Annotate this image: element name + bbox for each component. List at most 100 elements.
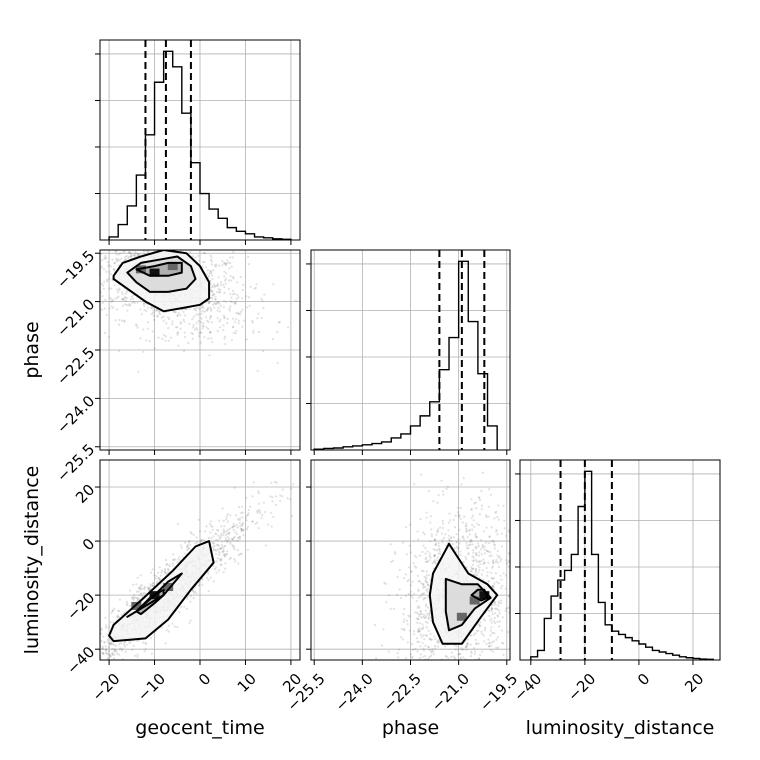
scatter-point xyxy=(124,245,126,247)
scatter-point xyxy=(99,675,101,677)
scatter-point xyxy=(135,243,137,245)
y-tick-label: −25.5 xyxy=(53,440,98,485)
scatter-point xyxy=(207,274,210,277)
scatter-point xyxy=(478,576,481,579)
scatter-point xyxy=(212,548,216,551)
scatter-point xyxy=(157,247,159,249)
scatter-point xyxy=(113,268,116,271)
scatter-point xyxy=(233,302,236,305)
scatter-point xyxy=(232,528,235,532)
scatter-point xyxy=(108,287,111,290)
scatter-point xyxy=(241,522,245,525)
scatter-point xyxy=(101,647,104,651)
contour-line xyxy=(135,588,165,616)
scatter-point xyxy=(492,561,495,564)
scatter-point xyxy=(166,241,168,243)
scatter-point xyxy=(225,530,228,533)
scatter-point xyxy=(231,537,234,541)
scatter-point xyxy=(162,319,165,322)
scatter-point xyxy=(213,544,216,548)
scatter-point xyxy=(469,655,473,658)
scatter-point xyxy=(221,507,224,510)
scatter-point xyxy=(215,532,218,535)
density-peak xyxy=(167,262,178,271)
scatter-point xyxy=(159,225,161,227)
scatter-point xyxy=(450,651,454,654)
scatter-point xyxy=(494,607,497,610)
scatter-point xyxy=(466,642,469,645)
scatter-point xyxy=(207,320,210,324)
scatter-point xyxy=(427,490,430,493)
scatter-point xyxy=(141,229,143,231)
scatter-point xyxy=(53,685,55,687)
scatter-point xyxy=(93,640,95,642)
scatter-point xyxy=(152,318,156,322)
scatter-point xyxy=(486,687,488,689)
scatter-point xyxy=(113,653,116,656)
scatter-point xyxy=(232,536,235,539)
scatter-point xyxy=(437,542,440,545)
scatter-point xyxy=(120,291,124,294)
scatter-point xyxy=(95,646,97,648)
scatter-point xyxy=(202,322,205,325)
scatter-point xyxy=(201,304,204,307)
scatter-point xyxy=(455,533,458,536)
scatter-point xyxy=(41,677,43,679)
scatter-point xyxy=(251,520,255,523)
scatter-point xyxy=(80,693,82,695)
scatter-point xyxy=(498,668,500,670)
scatter-point xyxy=(263,293,266,296)
scatter-point xyxy=(552,652,554,654)
scatter-point xyxy=(136,639,139,642)
scatter-point xyxy=(212,549,215,552)
scatter-point xyxy=(396,652,399,655)
scatter-point xyxy=(226,541,229,544)
scatter-point xyxy=(124,303,127,306)
scatter-point xyxy=(132,253,135,256)
scatter-point xyxy=(406,641,409,644)
scatter-point xyxy=(228,532,231,535)
scatter-point xyxy=(485,549,488,552)
scatter-point xyxy=(421,635,424,638)
scatter-point xyxy=(141,587,144,591)
scatter-point xyxy=(400,636,403,639)
scatter-point xyxy=(143,233,145,235)
scatter-point xyxy=(443,536,446,539)
scatter-point xyxy=(212,542,215,545)
scatter-point xyxy=(203,310,206,313)
scatter-point xyxy=(241,297,244,300)
scatter-point xyxy=(158,311,161,314)
scatter-point xyxy=(123,641,126,644)
scatter-point xyxy=(457,514,460,517)
scatter-point xyxy=(147,587,150,590)
scatter-point xyxy=(487,580,490,583)
scatter-point xyxy=(469,643,472,646)
scatter-point xyxy=(495,510,498,513)
scatter-point xyxy=(493,602,496,605)
scatter-point xyxy=(150,307,153,310)
scatter-point xyxy=(215,303,218,306)
scatter-point xyxy=(409,653,412,656)
scatter-point xyxy=(139,308,142,311)
scatter-point xyxy=(472,647,476,650)
scatter-point xyxy=(187,541,191,544)
scatter-point xyxy=(184,314,187,317)
scatter-point xyxy=(147,589,150,592)
scatter-point xyxy=(176,314,179,317)
scatter-point xyxy=(424,603,427,606)
scatter-point xyxy=(425,634,428,637)
scatter-point xyxy=(113,650,116,653)
scatter-point xyxy=(193,308,196,311)
scatter-point xyxy=(239,517,242,520)
scatter-point xyxy=(439,526,442,529)
scatter-point xyxy=(75,682,77,684)
scatter-point xyxy=(222,306,225,309)
density-peak xyxy=(149,268,160,277)
scatter-point xyxy=(229,256,232,259)
scatter-point xyxy=(217,550,220,553)
scatter-point xyxy=(117,264,120,267)
scatter-point xyxy=(82,228,84,230)
scatter-point xyxy=(245,496,248,500)
scatter-point xyxy=(224,567,227,570)
scatter-point xyxy=(446,485,449,488)
